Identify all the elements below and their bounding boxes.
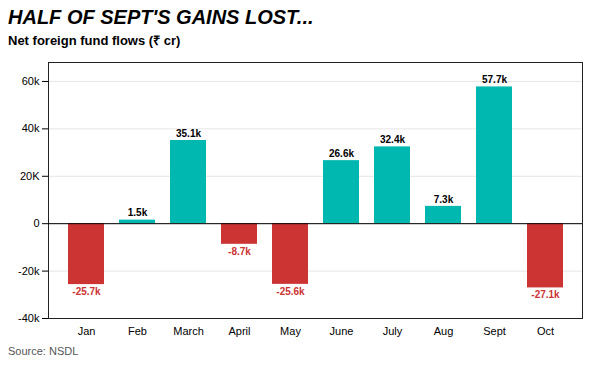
svg-text:June: June — [330, 325, 354, 337]
svg-text:April: April — [228, 325, 250, 337]
svg-text:-8.7k: -8.7k — [228, 246, 251, 257]
svg-text:May: May — [280, 325, 301, 337]
svg-text:Aug: Aug — [434, 325, 454, 337]
svg-text:7.3k: 7.3k — [434, 194, 454, 205]
svg-text:-27.1k: -27.1k — [531, 289, 560, 300]
svg-text:-20k: -20k — [18, 265, 40, 277]
svg-text:1.5k: 1.5k — [128, 207, 148, 218]
svg-text:Feb: Feb — [128, 325, 147, 337]
svg-text:Sept: Sept — [483, 325, 506, 337]
svg-text:-40k: -40k — [18, 312, 40, 324]
svg-text:26.6k: 26.6k — [329, 148, 354, 159]
svg-text:Jan: Jan — [78, 325, 96, 337]
svg-text:20K: 20K — [20, 170, 40, 182]
svg-text:57.7k: 57.7k — [482, 74, 507, 85]
svg-text:July: July — [383, 325, 403, 337]
svg-text:32.4k: 32.4k — [380, 134, 405, 145]
svg-text:-25.6k: -25.6k — [276, 286, 305, 297]
svg-text:60k: 60k — [22, 75, 40, 87]
html-text:Net foreign fund flows (₹ cr): Net foreign fund flows (₹ cr) — [8, 33, 181, 48]
svg-text:35.1k: 35.1k — [176, 128, 201, 139]
svg-text:-25.7k: -25.7k — [72, 286, 101, 297]
svg-text:0: 0 — [33, 217, 39, 229]
svg-text:Oct: Oct — [537, 325, 554, 337]
svg-text:March: March — [173, 325, 204, 337]
svg-text:40k: 40k — [22, 122, 40, 134]
html-text:Source: NSDL: Source: NSDL — [8, 345, 79, 357]
html-text:HALF OF SEPT'S GAINS LOST...: HALF OF SEPT'S GAINS LOST... — [8, 6, 314, 28]
